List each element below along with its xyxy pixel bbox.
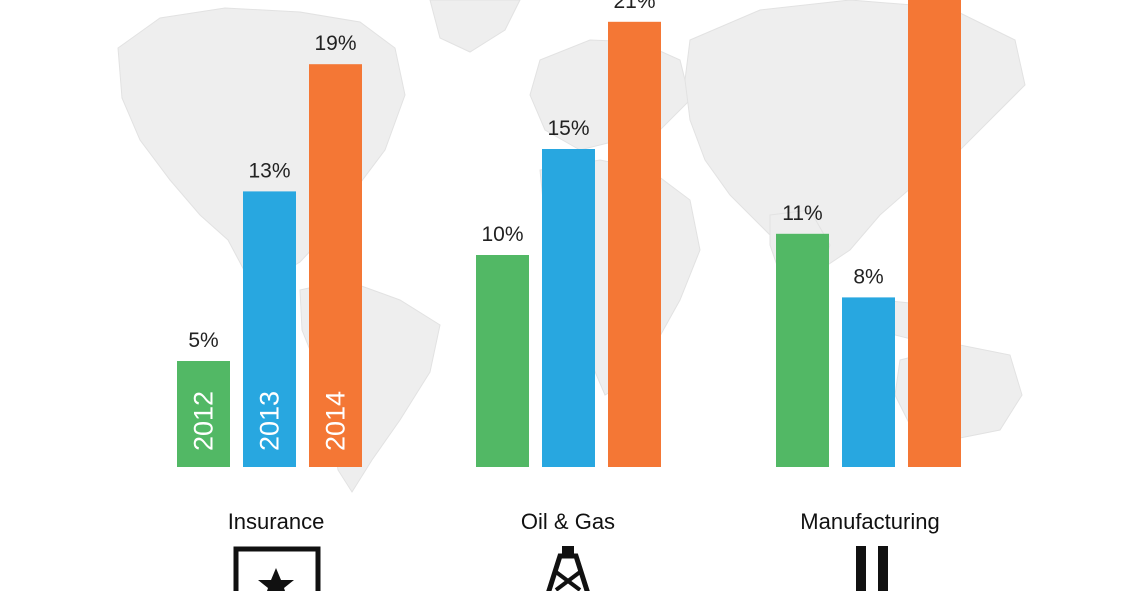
value-label-insurance-2014: 19% [314,32,356,55]
category-label-oil-gas: Oil & Gas [521,509,615,534]
bar-oil-gas-2014 [608,21,661,468]
category-label-manufacturing: Manufacturing [800,509,939,534]
year-labels-layer: 2012 2013 2014 [189,391,351,451]
bar-manufacturing-2013 [842,297,895,467]
value-label-oil-gas-2014: 21% [613,0,655,13]
value-label-manufacturing-2012: 11% [782,202,822,225]
factory-icon [856,546,888,591]
bar-insurance-2012 [177,361,230,467]
greenland-shape [429,0,521,53]
bar-insurance-2013 [243,191,296,467]
value-label-manufacturing-2013: 8% [853,265,883,288]
year-label-2014: 2014 [321,391,351,451]
year-label-2013: 2013 [255,391,285,451]
bar-oil-gas-2013 [542,149,595,467]
bar-manufacturing-2014 [908,0,961,467]
value-label-insurance-2013: 13% [248,159,290,182]
category-label-insurance: Insurance [228,509,325,534]
bar-insurance-2014 [309,64,362,467]
value-labels-layer: 5% 13% 19% 10% 15% 21% 11% 8% [188,0,883,352]
asia-shape [684,0,1026,271]
year-label-2012: 2012 [189,391,219,451]
value-label-oil-gas-2012: 10% [481,223,523,246]
value-label-oil-gas-2013: 15% [547,117,589,140]
value-label-insurance-2012: 5% [188,329,218,352]
oil-derrick-icon [546,546,590,591]
bar-oil-gas-2012 [476,255,529,467]
bar-manufacturing-2012 [776,233,829,467]
bars-layer [177,0,961,468]
certificate-star-icon [233,546,321,591]
